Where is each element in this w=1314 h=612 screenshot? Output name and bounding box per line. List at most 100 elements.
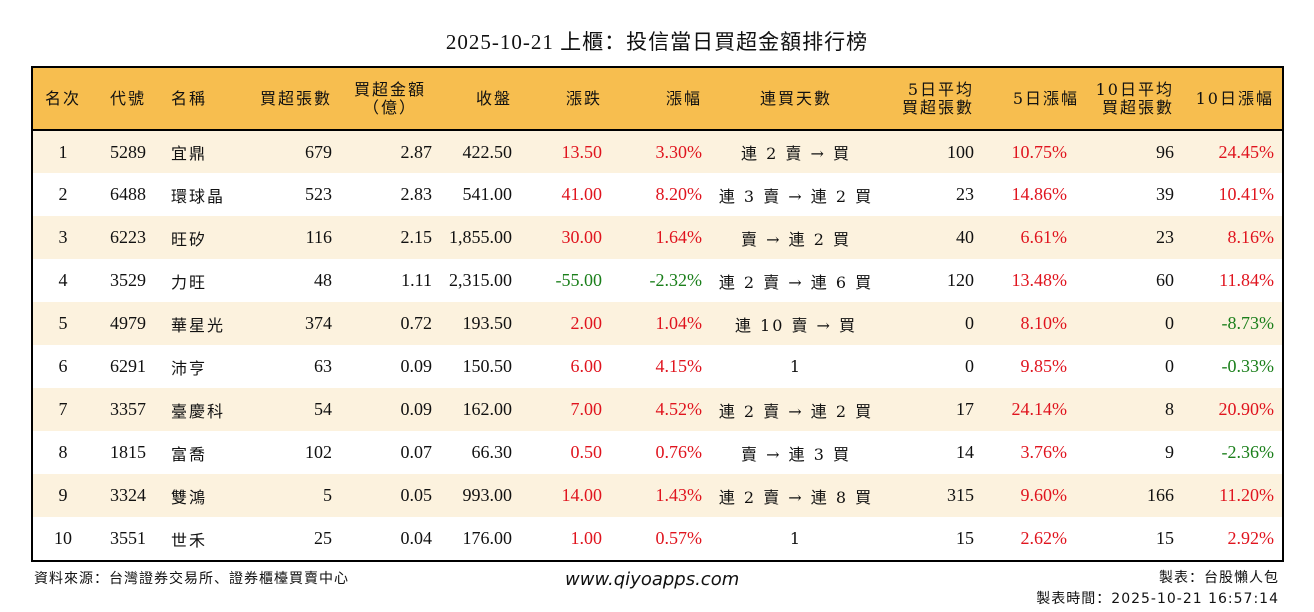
col-header-change-pct[interactable]: 漲幅: [665, 88, 702, 108]
close-cell: 66.30: [471, 442, 513, 462]
avg10-lots-cell: 0: [1165, 313, 1174, 333]
table-row[interactable]: 6 6291 沛亨 63 0.09 150.50 6.00 4.15% 1 0 9.85% 0 -0.3…: [33, 345, 1282, 388]
close-cell: 162.00: [462, 399, 513, 419]
col-header-close[interactable]: 收盤: [475, 88, 512, 108]
avg10-lots-cell: 23: [1156, 227, 1174, 247]
code-cell: 3551: [110, 528, 146, 548]
net-amount-cell: 0.05: [400, 485, 433, 505]
code-cell: 3324: [110, 485, 146, 505]
net-amount-cell: 1.11: [401, 270, 432, 290]
streak-cell: 連 2 賣 → 連 2 買: [718, 401, 874, 421]
change-pct-cell: -2.32%: [649, 270, 703, 290]
website-link[interactable]: www.qiyoapps.com: [565, 569, 740, 590]
net-lots-cell: 63: [314, 356, 332, 376]
col-header-net-amount[interactable]: 買超金額 （億）: [353, 79, 426, 117]
avg5-lots-cell: 40: [956, 227, 974, 247]
ranking-table-container: 名次 代號 名稱 買超張數 買超金額 （億） 收盤 漲跌 漲幅 連買天數 5日平…: [31, 66, 1284, 562]
close-cell: 422.50: [462, 141, 513, 162]
net-lots-cell: 679: [305, 141, 332, 162]
table-row[interactable]: 10 3551 世禾 25 0.04 176.00 1.00 0.57% 1 15 2.62% 15 2…: [33, 517, 1282, 560]
change-cell: 6.00: [570, 356, 603, 376]
col-header-name[interactable]: 名稱: [171, 88, 208, 108]
author-label: 製表：台股懶人包: [1159, 570, 1279, 586]
rank-cell: 1: [58, 141, 68, 162]
change-pct-cell: 4.52%: [655, 399, 703, 419]
rank-cell: 7: [58, 399, 68, 419]
change-cell: -55.00: [555, 270, 603, 290]
table-row[interactable]: 2 6488 環球晶 523 2.83 541.00 41.00 8.20% 連 3 賣 → 連…: [33, 173, 1282, 216]
code-cell: 6223: [110, 227, 146, 247]
name-cell: 世禾: [171, 530, 208, 550]
name-cell: 環球晶: [171, 186, 226, 206]
pct10-cell: 11.20%: [1219, 485, 1274, 505]
close-cell: 541.00: [462, 184, 513, 204]
change-cell: 2.00: [570, 313, 603, 333]
net-amount-cell: 0.04: [400, 528, 433, 548]
name-cell: 雙鴻: [171, 487, 208, 507]
change-cell: 1.00: [570, 528, 603, 548]
avg10-lots-cell: 15: [1156, 528, 1174, 548]
avg10-lots-cell: 96: [1156, 141, 1174, 162]
rank-cell: 8: [58, 442, 68, 462]
pct10-cell: -8.73%: [1221, 313, 1275, 333]
code-cell: 6488: [110, 184, 146, 204]
close-cell: 1,855.00: [449, 227, 512, 247]
table-row[interactable]: 4 3529 力旺 48 1.11 2,315.00 -55.00 -2.32% 連 2 賣 →…: [33, 259, 1282, 302]
change-pct-cell: 3.30%: [655, 141, 703, 162]
avg5-lots-cell: 100: [947, 141, 974, 162]
pct5-cell: 13.48%: [1011, 270, 1068, 290]
change-pct-cell: 0.57%: [655, 528, 703, 548]
avg5-lots-cell: 0: [965, 313, 974, 333]
avg5-lots-cell: 17: [956, 399, 974, 419]
avg10-lots-cell: 166: [1147, 485, 1174, 505]
code-cell: 3529: [110, 270, 146, 290]
streak-cell: 賣 → 連 2 買: [741, 229, 851, 249]
code-cell: 4979: [110, 313, 146, 333]
net-lots-cell: 48: [314, 270, 332, 290]
table-row[interactable]: 3 6223 旺矽 116 2.15 1,855.00 30.00 1.64% 賣 → 連 2 …: [33, 216, 1282, 259]
name-cell: 力旺: [171, 272, 208, 292]
avg10-lots-cell: 9: [1165, 442, 1174, 462]
net-amount-cell: 0.07: [400, 442, 433, 462]
pct10-cell: -2.36%: [1221, 442, 1275, 462]
col-header-streak[interactable]: 連買天數: [759, 88, 832, 108]
streak-cell: 1: [789, 529, 803, 548]
avg10-lots-cell: 0: [1165, 356, 1174, 376]
close-cell: 176.00: [462, 528, 513, 548]
change-pct-cell: 4.15%: [655, 356, 703, 376]
col-header-avg10-lots[interactable]: 10日平均 買超張數: [1095, 79, 1174, 117]
code-cell: 1815: [110, 442, 146, 462]
col-header-rank[interactable]: 名次: [44, 88, 81, 108]
col-header-pct10[interactable]: 10日漲幅: [1195, 88, 1274, 108]
name-cell: 旺矽: [171, 229, 208, 249]
table-row[interactable]: 5 4979 華星光 374 0.72 193.50 2.00 1.04% 連 10 賣 → 買…: [33, 302, 1282, 345]
pct10-cell: 11.84%: [1219, 270, 1274, 290]
col-header-pct5[interactable]: 5日漲幅: [1012, 88, 1079, 108]
avg10-lots-cell: 39: [1156, 184, 1174, 204]
change-pct-cell: 8.20%: [655, 184, 703, 204]
footer-credits: 製表：台股懶人包 製表時間：2025-10-21 16:57:14: [1036, 568, 1279, 610]
col-header-avg5-lots[interactable]: 5日平均 買超張數: [901, 79, 974, 117]
net-amount-cell: 2.83: [400, 184, 433, 204]
table-row[interactable]: 1 5289 宜鼎 679 2.87 422.50 13.50 3.30% 連 2 賣 → 買 1…: [33, 130, 1282, 173]
streak-cell: 連 3 賣 → 連 2 買: [718, 186, 874, 206]
change-pct-cell: 1.64%: [655, 227, 703, 247]
streak-cell: 1: [789, 357, 803, 376]
col-header-change[interactable]: 漲跌: [565, 88, 602, 108]
rank-cell: 9: [58, 485, 68, 505]
pct5-cell: 24.14%: [1011, 399, 1068, 419]
name-cell: 臺慶科: [171, 401, 226, 421]
table-row[interactable]: 7 3357 臺慶科 54 0.09 162.00 7.00 4.52% 連 2 賣 → 連 2…: [33, 388, 1282, 431]
net-lots-cell: 102: [305, 442, 332, 462]
col-header-code[interactable]: 代號: [109, 88, 146, 108]
change-pct-cell: 1.04%: [655, 313, 703, 333]
table-row[interactable]: 8 1815 富喬 102 0.07 66.30 0.50 0.76% 賣 → 連 3 買 14 3…: [33, 431, 1282, 474]
table-row[interactable]: 9 3324 雙鴻 5 0.05 993.00 14.00 1.43% 連 2 賣 → 連 8 …: [33, 474, 1282, 517]
pct5-cell: 9.85%: [1020, 356, 1068, 376]
data-source-note: 資料來源：台灣證券交易所、證券櫃檯買賣中心: [34, 571, 349, 587]
pct10-cell: 24.45%: [1218, 141, 1275, 162]
pct10-cell: 8.16%: [1227, 227, 1275, 247]
streak-cell: 賣 → 連 3 買: [741, 444, 851, 464]
col-header-net-lots[interactable]: 買超張數: [259, 88, 332, 108]
streak-cell: 連 2 賣 → 買: [741, 144, 851, 163]
